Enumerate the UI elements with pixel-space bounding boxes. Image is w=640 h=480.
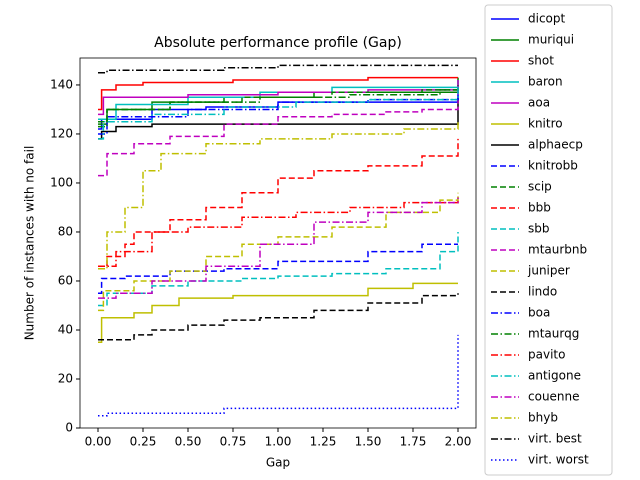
series-line	[98, 138, 459, 268]
series-line	[98, 80, 459, 116]
x-tick-label: 1.50	[355, 435, 382, 449]
x-tick-label: 0.25	[130, 435, 157, 449]
x-tick-label: 1.00	[265, 435, 292, 449]
legend-label: knitro	[528, 117, 563, 131]
legend-label: knitrobb	[528, 159, 578, 173]
series-line	[98, 64, 458, 74]
legend-label: antigone	[528, 369, 581, 383]
legend-label: muriqui	[528, 33, 574, 47]
series-line	[98, 97, 459, 140]
legend-label: baron	[528, 75, 563, 89]
plot-frame	[79, 57, 477, 429]
y-tick-label: 20	[58, 371, 73, 385]
x-axis-label: Gap	[266, 456, 290, 470]
series-line	[98, 76, 458, 111]
legend-label: mtaurqg	[528, 327, 579, 341]
y-tick-label: 140	[50, 77, 73, 91]
legend-label: alphaecp	[528, 138, 583, 152]
y-tick-label: 60	[58, 273, 73, 287]
legend-label: lindo	[528, 285, 557, 299]
x-tick-label: 2.00	[445, 435, 472, 449]
series-line	[98, 197, 459, 299]
y-tick-label: 120	[50, 126, 73, 140]
series-line	[98, 282, 458, 343]
y-tick-label: 0	[65, 421, 73, 435]
legend-box	[484, 4, 613, 476]
legend-label: sbb	[528, 222, 550, 236]
legend-label: virt. best	[528, 432, 582, 446]
x-tick-label: 1.25	[310, 435, 337, 449]
series-line	[98, 197, 459, 268]
series-line	[98, 121, 459, 270]
series-line	[98, 243, 458, 294]
series-line	[98, 192, 459, 312]
series-line	[98, 84, 459, 128]
legend-label: aoa	[528, 96, 550, 110]
legend-label: mtaurbnb	[528, 243, 587, 257]
chart-title: Absolute performance profile (Gap)	[154, 35, 402, 51]
y-axis-label: Number of instances with no fail	[23, 146, 37, 341]
x-tick-label: 1.75	[400, 435, 427, 449]
series-line	[98, 334, 459, 417]
y-tick-label: 80	[58, 224, 73, 238]
x-tick-label: 0.00	[85, 435, 112, 449]
legend-label: bbb	[528, 201, 551, 215]
legend-label: dicopt	[528, 12, 566, 26]
legend-label: juniper	[527, 264, 570, 278]
x-tick-label: 0.75	[220, 435, 247, 449]
legend-label: bhyb	[528, 411, 558, 425]
legend-label: virt. worst	[528, 453, 589, 467]
y-tick-label: 100	[50, 175, 73, 189]
series-line	[98, 84, 459, 177]
legend-label: boa	[528, 306, 550, 320]
legend-label: scip	[528, 180, 552, 194]
series-line	[98, 293, 459, 341]
legend-label: shot	[528, 54, 554, 68]
legend-label: pavito	[528, 348, 565, 362]
y-tick-label: 40	[58, 322, 73, 336]
x-tick-label: 0.50	[175, 435, 202, 449]
plot-area	[98, 64, 459, 417]
legend-label: couenne	[528, 390, 580, 404]
